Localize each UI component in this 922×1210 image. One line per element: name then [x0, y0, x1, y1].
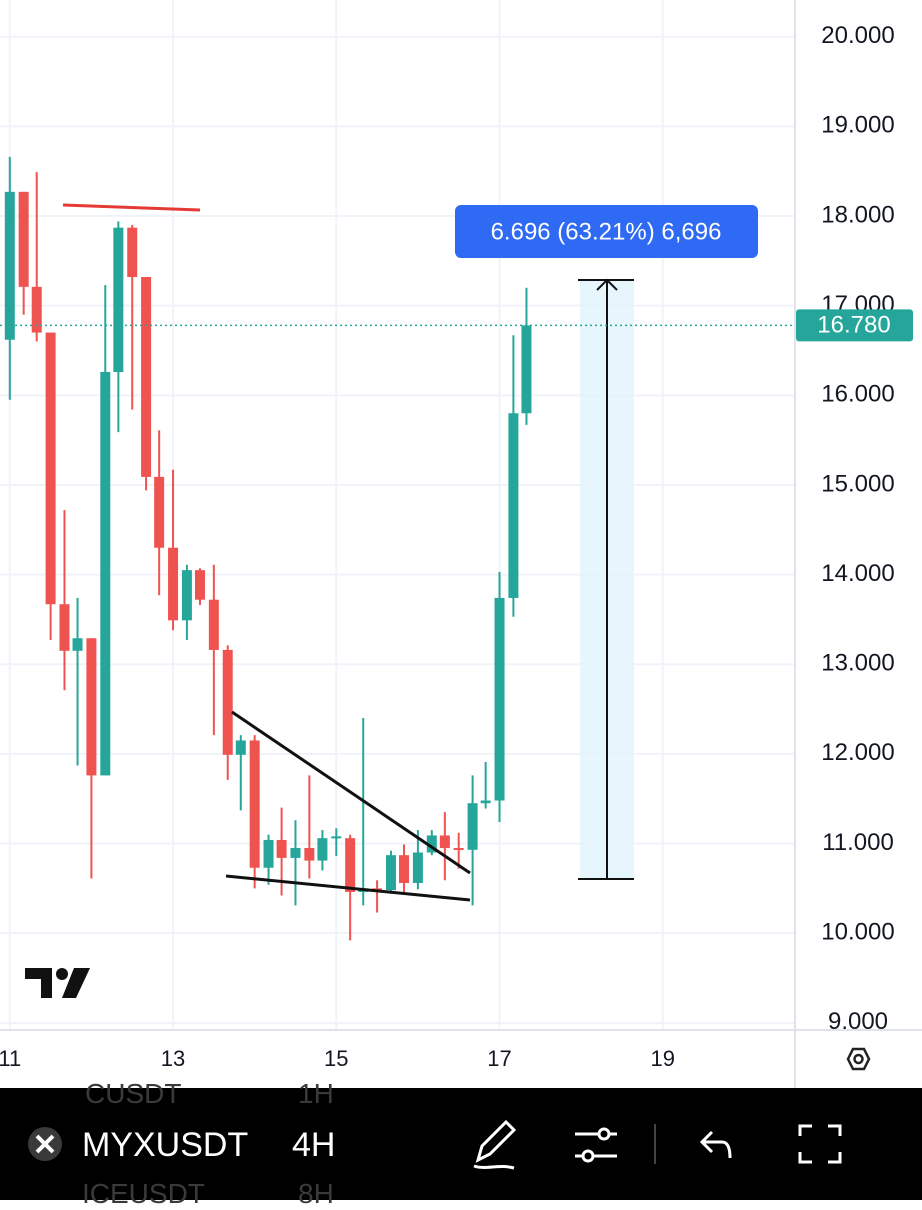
fullscreen-icon[interactable] — [798, 1124, 842, 1164]
candle-body — [154, 476, 165, 548]
candle-body — [453, 848, 464, 851]
candle-body — [439, 835, 450, 849]
y-tick-label: 14.000 — [821, 560, 894, 587]
indicators-icon[interactable] — [575, 1127, 617, 1163]
ghost-symbol: CUSDT — [85, 1078, 182, 1109]
x-tick-label: 11 — [0, 1046, 21, 1071]
measure-label: 6.696 (63.21%) 6,696 — [491, 218, 722, 245]
candle-body — [127, 227, 138, 277]
undo-icon[interactable] — [699, 1130, 732, 1159]
candle-body — [18, 191, 29, 287]
candle-body — [113, 227, 124, 373]
symbol[interactable]: MYXUSDT — [82, 1126, 249, 1164]
candle-body — [331, 836, 342, 839]
y-tick-label: 10.000 — [821, 919, 894, 946]
candle-body — [263, 839, 274, 868]
resistance-line — [62, 203, 201, 212]
trend-line — [231, 710, 471, 875]
y-tick-label: 13.000 — [821, 650, 894, 677]
candle-body — [194, 570, 205, 600]
candle-body — [385, 855, 396, 891]
draw-icon[interactable] — [473, 1119, 517, 1170]
x-tick-label: 19 — [651, 1046, 675, 1071]
candle-body — [345, 838, 356, 892]
candle-body — [426, 835, 437, 853]
grid — [0, 0, 795, 1030]
candle-body — [141, 276, 152, 477]
x-tick-label: 13 — [161, 1046, 185, 1071]
candle-body — [222, 649, 233, 755]
measure-arrow — [596, 278, 618, 291]
measure-label-box — [455, 205, 758, 258]
y-tick-label: 18.000 — [821, 201, 894, 228]
candle-body — [290, 848, 301, 858]
x-tick-label: 17 — [487, 1046, 511, 1071]
last-price-box — [796, 309, 913, 342]
settings-icon[interactable] — [846, 1047, 871, 1071]
candle-body — [276, 839, 287, 858]
candle-body — [508, 413, 519, 598]
candle-body — [45, 332, 56, 605]
candle-body — [100, 372, 111, 776]
y-tick-label: 15.000 — [821, 470, 894, 497]
logo — [25, 968, 90, 998]
ghost-interval: 1H — [298, 1078, 334, 1109]
candle-body — [480, 800, 491, 804]
candle-body — [317, 838, 328, 861]
candles — [4, 156, 532, 941]
y-tick-label: 9.000 — [828, 1008, 888, 1035]
candle-body — [86, 638, 97, 776]
candle-body — [4, 191, 15, 340]
x-tick-label: 15 — [324, 1046, 348, 1071]
y-tick-label: 20.000 — [821, 22, 894, 49]
candle-body — [31, 286, 42, 333]
candle-body — [59, 604, 70, 651]
chart: 6.696 (63.21%) 6,696 9.000 10.000 11.000 12… — [0, 0, 922, 1088]
settings-icon-center — [853, 1053, 864, 1065]
y-tick-label: 19.000 — [821, 112, 894, 139]
candle-body — [72, 638, 83, 651]
y-tick-label: 11.000 — [822, 829, 894, 856]
candle-body — [304, 848, 315, 861]
candle-body — [412, 852, 423, 883]
trend-line — [225, 874, 471, 902]
candle-body — [521, 325, 532, 414]
last-price-label: 16.780 — [817, 312, 890, 339]
candle-body — [168, 547, 179, 621]
candle-body — [181, 570, 192, 621]
exchange-icon-x — [35, 1134, 55, 1154]
interval[interactable]: 4H — [292, 1126, 336, 1164]
toolbar: CUSDT 1H ICEUSDT 8H MYXUSDT 4H — [0, 1078, 922, 1209]
candle-body — [399, 855, 410, 883]
candle-body — [494, 597, 505, 801]
candle-body — [249, 740, 260, 868]
candle-body — [208, 599, 219, 650]
y-tick-label: 16.000 — [821, 381, 894, 408]
candle-body — [235, 740, 246, 755]
y-tick-label: 12.000 — [821, 739, 894, 766]
candle-body — [467, 803, 478, 850]
toolbar-icons — [28, 1119, 842, 1170]
